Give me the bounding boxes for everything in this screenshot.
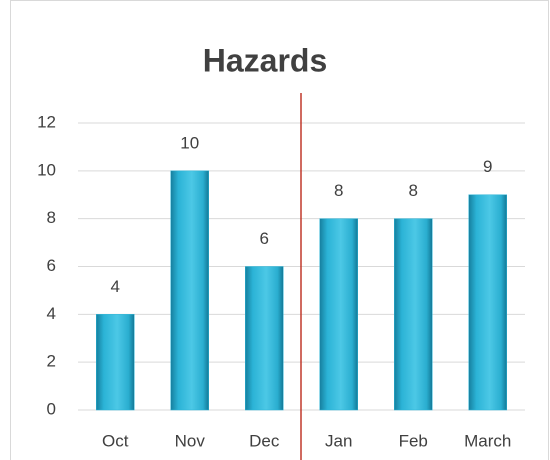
data-label: 8: [409, 181, 418, 200]
chart-border: [10, 0, 549, 460]
data-label: 6: [260, 229, 269, 248]
bar: [394, 218, 433, 411]
y-tick-label: 8: [47, 208, 56, 227]
y-tick-label: 0: [47, 399, 56, 418]
data-label: 9: [483, 157, 492, 176]
chart-title: Hazards: [203, 42, 328, 78]
bar: [245, 266, 284, 411]
bar: [319, 218, 358, 411]
bar: [170, 170, 209, 411]
x-tick-label: Jan: [325, 431, 352, 450]
x-tick-label: Dec: [249, 431, 280, 450]
data-label: 4: [111, 277, 120, 296]
y-tick-label: 12: [37, 112, 56, 131]
y-tick-label: 10: [37, 160, 56, 179]
bar: [96, 314, 135, 411]
data-label: 10: [180, 133, 199, 152]
x-tick-label: March: [464, 431, 511, 450]
y-tick-label: 4: [47, 304, 56, 323]
x-tick-label: Nov: [175, 431, 206, 450]
x-tick-label: Feb: [399, 431, 428, 450]
y-tick-label: 2: [47, 352, 56, 371]
x-tick-label: Oct: [102, 431, 129, 450]
data-label: 8: [334, 181, 343, 200]
bar: [468, 194, 507, 411]
y-tick-label: 6: [47, 256, 56, 275]
